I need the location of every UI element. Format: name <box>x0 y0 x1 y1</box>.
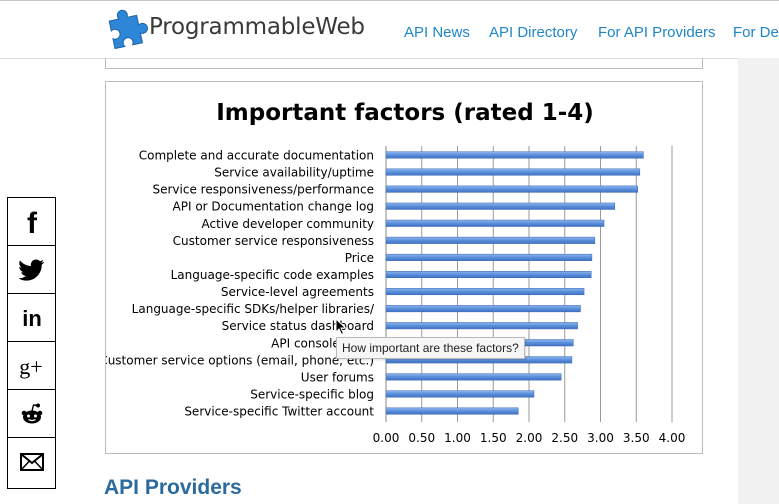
category-label: Language-specific code examples <box>171 268 374 282</box>
image-tooltip: How important are these factors? <box>336 337 525 359</box>
x-tick-label: 1.50 <box>480 431 507 445</box>
section-heading-api-providers: API Providers <box>104 476 242 499</box>
nav-api-directory[interactable]: API Directory <box>489 24 578 41</box>
bar <box>385 185 638 193</box>
share-linkedin-button[interactable]: in <box>8 294 55 342</box>
mouse-cursor-icon <box>335 318 347 336</box>
nav-api-news[interactable]: API News <box>404 24 470 41</box>
category-label: Complete and accurate documentation <box>139 149 374 163</box>
category-label: User forums <box>301 370 374 384</box>
bar <box>385 253 593 261</box>
chart-title: Important factors (rated 1-4) <box>216 100 594 126</box>
x-tick-label: 2.50 <box>551 431 578 445</box>
chart-image: Important factors (rated 1-4) Complete a… <box>105 81 703 454</box>
category-label: API or Documentation change log <box>173 200 374 214</box>
google-plus-icon: g+ <box>19 354 42 379</box>
share-reddit-button[interactable] <box>8 390 55 438</box>
x-tick-label: 3.00 <box>587 431 614 445</box>
bar <box>385 168 641 176</box>
x-tick-label: 2.00 <box>516 431 543 445</box>
category-label: Service responsiveness/performance <box>153 183 375 197</box>
share-email-button[interactable] <box>8 438 55 486</box>
bar <box>385 322 578 330</box>
previous-content-box <box>105 58 703 69</box>
share-google-plus-button[interactable]: g+ <box>8 342 55 390</box>
share-facebook-button[interactable]: f <box>8 198 55 246</box>
x-tick-label: 3.50 <box>623 431 650 445</box>
category-label: Language-specific SDKs/helper libraries/ <box>132 302 375 316</box>
category-label: Price <box>345 251 374 265</box>
nav-for-api-providers[interactable]: For API Providers <box>598 24 716 41</box>
svg-text:f: f <box>27 207 38 237</box>
category-label: Customer service options (email, phone, … <box>106 353 374 367</box>
category-label: Service-specific blog <box>250 387 374 401</box>
category-label: Service availability/uptime <box>214 166 374 180</box>
linkedin-icon: in <box>22 306 42 330</box>
bar <box>385 151 644 159</box>
svg-text:in: in <box>22 306 42 330</box>
bar <box>385 390 535 398</box>
bar-chart: Important factors (rated 1-4) Complete a… <box>106 100 686 445</box>
x-tick-label: 0.50 <box>408 431 435 445</box>
social-share-bar: f in g+ <box>7 197 56 489</box>
twitter-icon <box>18 259 44 281</box>
page-gutter <box>738 58 779 504</box>
email-icon <box>19 453 44 471</box>
bar <box>385 373 562 381</box>
category-label: Active developer community <box>201 217 374 231</box>
bar <box>385 270 592 278</box>
site-header: ProgrammableWeb API News API Directory F… <box>0 1 779 59</box>
bar <box>385 407 519 415</box>
window-border <box>0 0 779 1</box>
share-twitter-button[interactable] <box>8 246 55 294</box>
bar <box>385 202 616 210</box>
bar <box>385 219 605 227</box>
svg-text:g+: g+ <box>19 354 42 379</box>
x-tick-label: 1.00 <box>444 431 471 445</box>
nav-for-developers[interactable]: For Dev <box>733 24 779 41</box>
bar <box>385 236 596 244</box>
facebook-icon: f <box>27 207 38 237</box>
category-label: Service-level agreements <box>221 285 374 299</box>
category-label: Service-specific Twitter account <box>184 405 374 419</box>
bar <box>385 288 585 296</box>
site-logo-text[interactable]: ProgrammableWeb <box>149 14 365 40</box>
x-tick-label: 4.00 <box>659 431 686 445</box>
x-tick-label: 0.00 <box>373 431 400 445</box>
category-label: Service status dashboard <box>222 319 374 333</box>
category-label: Customer service responsiveness <box>173 234 374 248</box>
bar <box>385 305 581 313</box>
reddit-icon <box>21 403 42 423</box>
puzzle-logo-icon[interactable] <box>101 6 346 50</box>
